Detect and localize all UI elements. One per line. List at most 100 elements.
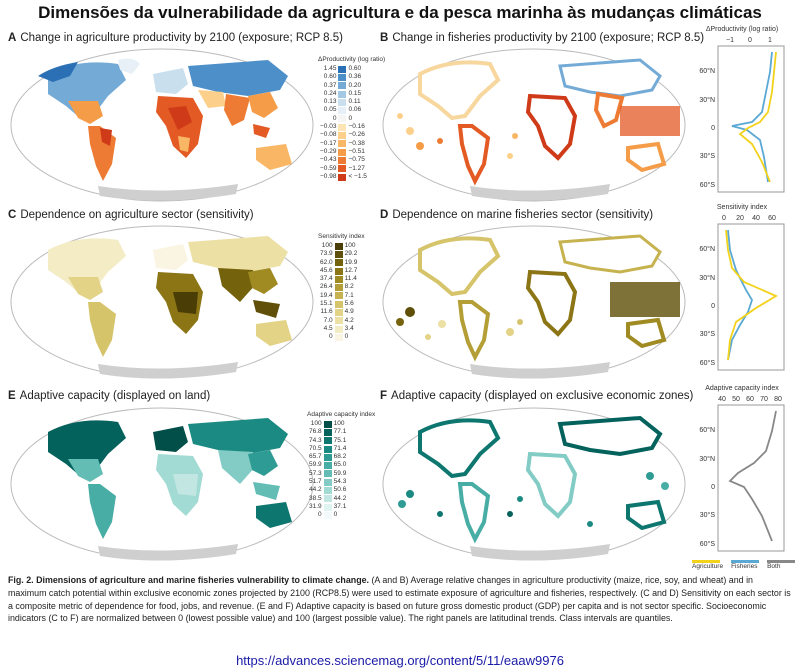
- legend-swatch: [327, 486, 332, 495]
- panel-f-label: F Adaptive capacity (displayed on exclusi…: [380, 390, 694, 402]
- legend_sensitivity-right-value: 4.2: [344, 316, 354, 324]
- legend-swatch: [323, 503, 328, 511]
- series-legend: Agriculture Fisheries Both: [692, 558, 796, 570]
- legend-swatch: [338, 123, 343, 131]
- legend-sensitivity-title: Sensitivity index: [318, 233, 365, 240]
- legend-swatch: [327, 420, 332, 428]
- panel-a-label: A Change in agriculture productivity by 2…: [8, 32, 343, 44]
- legend-swatch: [334, 317, 339, 325]
- legend-swatch: [342, 165, 347, 173]
- side-panel-sensitivity: Sensitivity index 0 20 40 60 60°N 30°N 0…: [699, 204, 785, 371]
- legend_sensitivity-right-value: 19.9: [344, 258, 358, 266]
- svg-text:30°N: 30°N: [699, 274, 715, 282]
- legend-swatch: [338, 308, 343, 317]
- legend-swatch: [338, 173, 343, 181]
- legend-adaptive: Adaptive capacity index 100 100 76.8 77.1 74…: [307, 411, 375, 520]
- legend-swatch: [338, 90, 343, 98]
- legend_adaptive-right-value: 71.4: [333, 444, 347, 452]
- svg-text:40: 40: [718, 396, 726, 403]
- legend_sensitivity-left-value: 100: [321, 242, 333, 249]
- legend-swatch: [338, 317, 343, 325]
- legend-row: 59.9 65.0: [307, 461, 348, 470]
- legend-productivity: ΔProductivity (log ratio) 1.45 0.60 0.60 0.…: [318, 56, 385, 181]
- legend-swatch: [342, 156, 347, 164]
- legend_productivity-right-value: −0.38: [348, 139, 365, 147]
- legend_sensitivity-left-value: 37.4: [320, 275, 333, 283]
- legend-swatch: [327, 428, 332, 436]
- legend-row: 26.4 8.2: [318, 283, 359, 292]
- legend-swatch: [338, 73, 343, 81]
- legend-swatch: [334, 283, 339, 292]
- legend-row: −0.43 −0.75: [318, 156, 369, 164]
- legend_productivity-left-value: 1.45: [323, 65, 337, 72]
- map-agriculture-productivity: [10, 48, 314, 202]
- legend_sensitivity-left-value: 45.6: [320, 266, 333, 274]
- legend-swatch: [323, 453, 328, 461]
- svg-text:30°N: 30°N: [699, 455, 715, 463]
- source-url[interactable]: https://advances.sciencemag.org/content/…: [236, 653, 564, 668]
- legend-swatch: [323, 470, 328, 478]
- map-adaptive-eez: [382, 407, 686, 561]
- legend-row: −0.08 −0.26: [318, 131, 369, 140]
- svg-text:30°S: 30°S: [700, 330, 716, 338]
- legend-swatch: [342, 90, 347, 98]
- legend_productivity-left-value: −0.59: [320, 164, 337, 172]
- legend_sensitivity-right-value: 8.2: [344, 283, 354, 291]
- legend_sensitivity-left-value: 15.1: [320, 300, 333, 308]
- legend_productivity-left-value: −0.17: [320, 139, 337, 147]
- legend_adaptive-right-value: 77.1: [333, 428, 347, 436]
- legend_sensitivity-left-value: 26.4: [320, 283, 333, 291]
- side-panel-productivity: ΔProductivity (log ratio) −1 0 1 60°N 30…: [699, 26, 785, 193]
- legend-swatch: [334, 292, 339, 300]
- series-legend-fisheries: Fisheries: [731, 558, 760, 570]
- legend_productivity-left-value: −0.43: [320, 156, 337, 164]
- legend-swatch: [323, 428, 328, 436]
- legend-swatch: [327, 511, 332, 519]
- legend-swatch: [338, 65, 343, 73]
- legend-row: 7.0 4.2: [318, 317, 359, 325]
- legend_productivity-right-value: 0.11: [348, 98, 361, 106]
- legend_adaptive-right-value: 37.1: [333, 502, 347, 510]
- legend-row: −0.59 −1.27: [318, 165, 369, 173]
- legend_productivity-left-value: 0.60: [323, 73, 337, 81]
- page-title: Dimensões da vulnerabilidade da agricult…: [38, 3, 762, 22]
- legend_adaptive-right-value: 59.9: [333, 469, 347, 477]
- legend_sensitivity-right-value: 7.1: [344, 291, 354, 299]
- legend_productivity-right-value: 0: [348, 114, 353, 122]
- legend-swatch: [338, 250, 343, 258]
- legend_adaptive-right-value: 0: [333, 511, 338, 519]
- legend-swatch: [342, 140, 347, 148]
- legend_sensitivity-left-value: 11.6: [320, 308, 333, 316]
- svg-text:60°S: 60°S: [700, 181, 716, 189]
- legend_sensitivity-right-value: 100: [344, 242, 356, 249]
- legend_sensitivity-left-value: 73.9: [320, 250, 333, 258]
- legend-swatch: [327, 503, 332, 511]
- legend-row: 0.60 0.36: [318, 73, 369, 81]
- legend_productivity-left-value: −0.03: [320, 123, 337, 131]
- legend-swatch: [338, 106, 343, 115]
- legend_adaptive-left-value: 70.5: [309, 444, 322, 452]
- legend_adaptive-left-value: 38.5: [309, 494, 322, 502]
- legend-swatch: [334, 259, 339, 267]
- legend_adaptive-left-value: 51.7: [309, 478, 322, 486]
- legend-swatch: [342, 148, 347, 156]
- legend_productivity-left-value: 0.24: [323, 89, 337, 97]
- legend_sensitivity-right-value: 0: [344, 333, 349, 341]
- map-adaptive-land: [10, 407, 314, 561]
- legend-row: 100 100: [318, 242, 359, 250]
- legend-row: 44.2 50.6: [307, 486, 348, 495]
- legend-swatch: [323, 437, 328, 445]
- legend_sensitivity-left-value: 4.5: [323, 324, 333, 332]
- legend_productivity-right-value: 0.06: [348, 106, 362, 114]
- side-mid-title: Sensitivity index: [717, 204, 768, 211]
- svg-text:60°N: 60°N: [699, 245, 715, 253]
- series-legend-agriculture: Agriculture: [692, 558, 723, 570]
- legend-swatch: [323, 445, 328, 453]
- legend-productivity-title: ΔProductivity (log ratio): [318, 56, 386, 63]
- legend-swatch: [323, 461, 328, 470]
- legend_productivity-right-value: 0.15: [348, 89, 362, 97]
- svg-text:30°S: 30°S: [700, 511, 716, 519]
- legend-swatch: [342, 106, 347, 115]
- legend_adaptive-right-value: 44.2: [333, 494, 347, 502]
